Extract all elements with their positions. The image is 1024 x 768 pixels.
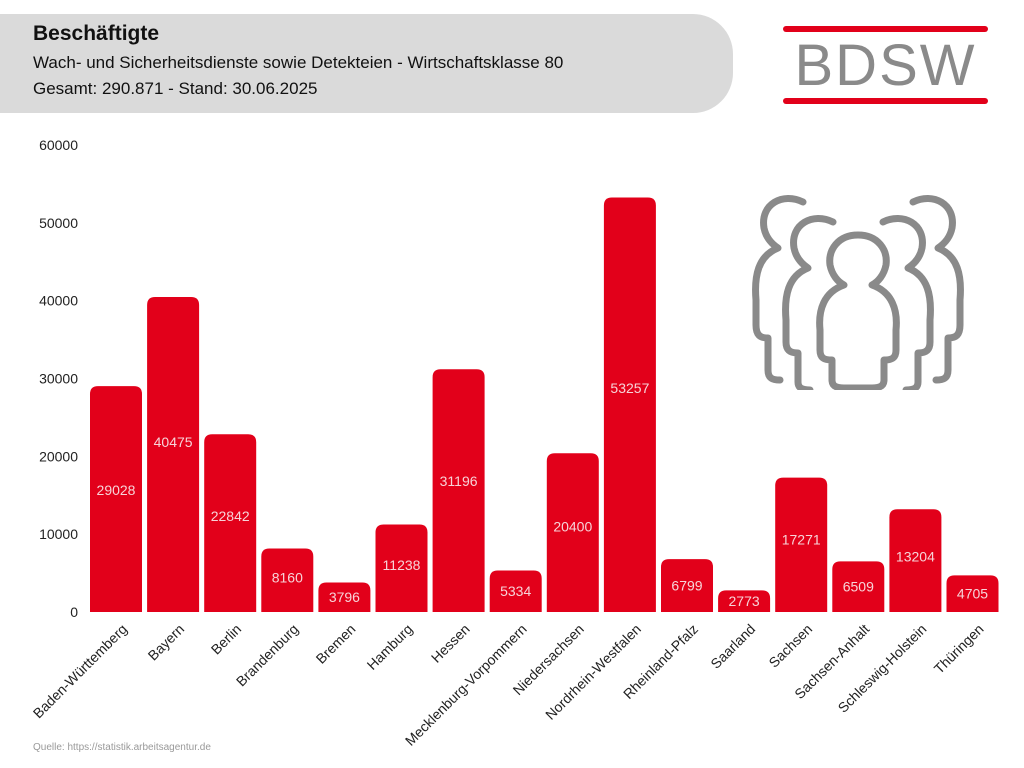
bar [718, 590, 771, 612]
bar-value-label: 40475 [154, 434, 193, 450]
x-category-label: Hamburg [364, 621, 416, 673]
x-category-label: Saarland [707, 621, 758, 672]
bar-value-label: 6799 [671, 578, 702, 594]
x-category-label: Bremen [313, 621, 359, 667]
bar [204, 434, 257, 612]
bar-value-label: 6509 [843, 579, 874, 595]
x-category-label: Hessen [428, 621, 473, 666]
logo-text: BDSW [794, 33, 977, 98]
bar-value-label: 11238 [383, 557, 421, 573]
x-category-label: Nordrhein-Westfalen [542, 621, 644, 723]
y-tick-label: 0 [70, 604, 78, 620]
bar-value-label: 29028 [97, 482, 136, 498]
y-tick-label: 10000 [39, 526, 78, 542]
x-category-label: Berlin [208, 621, 245, 658]
bdsw-logo: BDSW [783, 26, 988, 106]
bar [946, 575, 999, 612]
bar-value-label: 5334 [500, 583, 531, 599]
bar [546, 453, 599, 612]
logo-top-line [783, 26, 988, 32]
bar [661, 559, 713, 612]
x-category-label: Thüringen [931, 621, 987, 677]
bar-value-label: 2773 [729, 593, 760, 609]
bar-value-label: 3796 [329, 589, 360, 605]
bar-value-label: 20400 [553, 518, 592, 534]
bar [889, 509, 942, 612]
bar-value-label: 22842 [211, 508, 250, 524]
bar-value-label: 13204 [896, 549, 935, 565]
bar [375, 524, 428, 612]
bar-value-label: 53257 [610, 380, 649, 396]
bar [318, 582, 371, 612]
source-note: Quelle: https://statistik.arbeitsagentur… [33, 742, 211, 753]
chart-subtitle: Wach- und Sicherheitsdienste sowie Detek… [33, 53, 564, 72]
y-tick-label: 60000 [39, 137, 78, 153]
header-panel [0, 14, 733, 113]
x-category-label: Sachsen [765, 621, 815, 671]
x-category-label: Baden-Württemberg [30, 621, 130, 721]
people-group-icon [752, 194, 964, 390]
logo-bottom-line [783, 98, 988, 104]
bar [147, 296, 200, 612]
bar [261, 548, 314, 612]
y-tick-label: 30000 [39, 371, 78, 387]
y-tick-label: 20000 [39, 448, 78, 464]
y-tick-label: 50000 [39, 215, 78, 231]
bar [775, 477, 828, 612]
x-category-label: Bayern [145, 621, 188, 664]
bar [489, 570, 542, 612]
bar [432, 369, 485, 612]
bar-value-label: 8160 [272, 570, 303, 586]
y-tick-label: 40000 [39, 293, 78, 309]
bar [603, 197, 656, 612]
bar-value-label: 31196 [440, 473, 478, 489]
bar [832, 561, 885, 612]
bar-value-label: 17271 [782, 531, 821, 547]
bar [90, 386, 142, 612]
chart-title: Beschäftigte [33, 22, 160, 45]
chart-total: Gesamt: 290.871 - Stand: 30.06.2025 [33, 79, 318, 98]
bar-value-label: 4705 [957, 586, 988, 602]
